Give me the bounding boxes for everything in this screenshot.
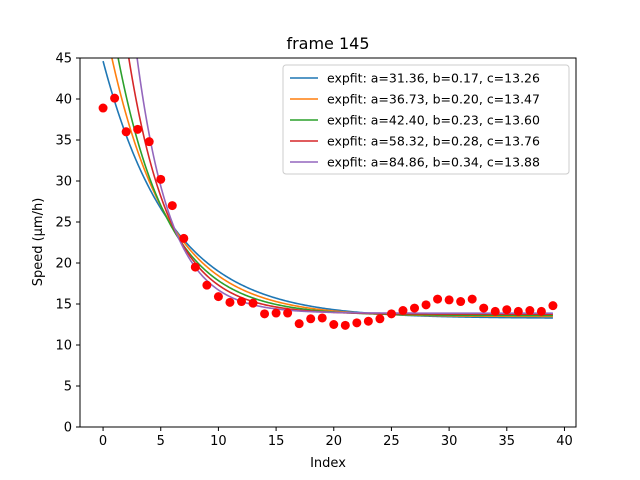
legend-label: expfit: a=84.86, b=0.34, c=13.88	[327, 155, 540, 170]
data-point	[167, 201, 177, 211]
data-point	[410, 303, 420, 313]
data-point	[133, 124, 143, 134]
data-point	[248, 298, 258, 308]
y-axis-ticks: 0 5 10 15 20 25 30 35 40 45	[55, 52, 80, 436]
y-tick-label: 45	[55, 52, 72, 67]
data-point	[144, 137, 154, 147]
data-point	[260, 309, 270, 319]
x-tick-label: 30	[441, 434, 458, 449]
data-point	[433, 294, 443, 304]
data-point	[398, 306, 408, 316]
data-points	[98, 93, 558, 330]
y-tick-label: 5	[64, 380, 72, 395]
data-point	[490, 306, 500, 316]
data-point	[271, 308, 281, 318]
data-point	[548, 301, 558, 311]
fit-line-5	[136, 58, 553, 314]
data-point	[352, 318, 362, 328]
data-point	[225, 297, 235, 307]
data-point	[375, 314, 385, 324]
legend-label: expfit: a=58.32, b=0.28, c=13.76	[327, 134, 540, 149]
x-tick-label: 35	[499, 434, 516, 449]
y-tick-label: 40	[55, 93, 72, 108]
fit-lines	[102, 58, 553, 319]
data-point	[479, 303, 489, 313]
x-tick-label: 20	[325, 434, 342, 449]
data-point	[456, 297, 466, 307]
y-axis-label: Speed (μm/h)	[31, 198, 46, 287]
data-point	[190, 262, 200, 272]
y-tick-label: 25	[55, 216, 72, 231]
x-tick-label: 40	[556, 434, 573, 449]
x-tick-label: 25	[383, 434, 400, 449]
data-point	[386, 309, 396, 319]
x-tick-label: 10	[210, 434, 227, 449]
data-point	[525, 306, 535, 316]
data-point	[306, 314, 316, 324]
data-point	[98, 103, 108, 113]
x-tick-label: 5	[157, 434, 165, 449]
legend: expfit: a=31.36, b=0.17, c=13.26 expfit: …	[282, 64, 570, 175]
data-point	[329, 320, 339, 329]
y-tick-label: 30	[55, 175, 72, 190]
x-tick-label: 15	[268, 434, 285, 449]
data-point	[467, 294, 477, 304]
data-point	[502, 305, 512, 315]
data-point	[340, 320, 350, 330]
x-tick-label: 0	[99, 434, 107, 449]
data-point	[444, 295, 454, 305]
y-tick-label: 20	[55, 257, 72, 272]
legend-label: expfit: a=42.40, b=0.23, c=13.60	[327, 113, 540, 128]
data-point	[363, 316, 373, 326]
data-point	[156, 174, 166, 184]
data-point	[513, 306, 523, 316]
data-point	[110, 93, 120, 103]
y-tick-label: 10	[55, 339, 72, 354]
data-point	[317, 313, 327, 323]
chart-title: frame 145	[286, 34, 369, 53]
plot-frame	[79, 57, 577, 428]
x-axis-ticks: 0 5 10 15 20 25 30 35 40	[99, 427, 573, 449]
data-point	[421, 300, 431, 310]
y-tick-label: 35	[55, 134, 72, 149]
data-point	[179, 233, 189, 243]
y-tick-label: 15	[55, 298, 72, 313]
fit-line-2	[111, 58, 553, 318]
legend-label: expfit: a=31.36, b=0.17, c=13.26	[327, 71, 540, 86]
data-point	[236, 297, 246, 307]
y-tick-label: 0	[64, 421, 72, 436]
data-point	[536, 306, 546, 316]
legend-label: expfit: a=36.73, b=0.20, c=13.47	[327, 92, 540, 107]
data-point	[202, 280, 212, 290]
legend-box	[282, 64, 570, 175]
data-point	[121, 127, 131, 137]
data-point	[213, 292, 223, 302]
data-point	[283, 308, 293, 318]
x-axis-label: Index	[310, 456, 346, 471]
data-point	[294, 319, 304, 329]
